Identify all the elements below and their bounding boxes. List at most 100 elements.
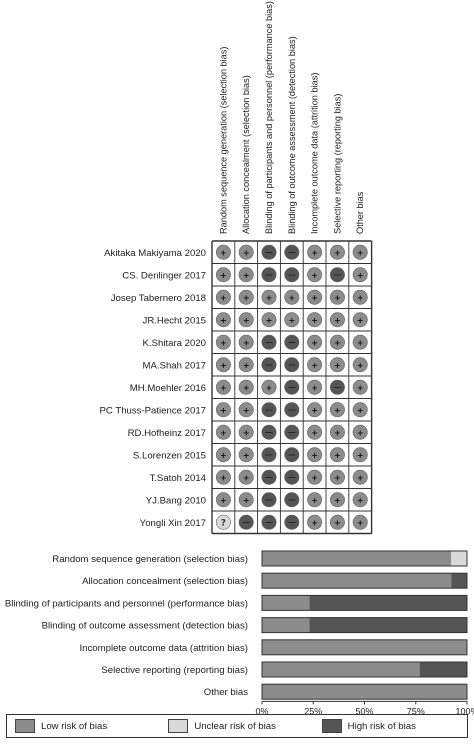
low-risk-plus-icon <box>352 469 368 485</box>
legend-swatch-unclear <box>168 719 189 733</box>
low-risk-plus-icon <box>284 312 300 328</box>
high-risk-minus-icon <box>284 424 300 440</box>
bar-segment <box>262 573 452 589</box>
rating-symbol: + <box>311 293 318 302</box>
rating-symbol: ? <box>221 518 226 528</box>
x-tick-label: 75% <box>407 706 425 716</box>
high-risk-minus-icon <box>261 424 277 440</box>
legend-item-low: Low risk of bias <box>7 719 160 733</box>
high-risk-minus-icon <box>284 334 300 350</box>
column-header: Random sequence generation (selection bi… <box>218 47 228 234</box>
rating-symbol: − <box>287 336 296 349</box>
low-risk-plus-icon <box>238 492 254 508</box>
rating-symbol: − <box>287 471 296 484</box>
low-risk-plus-icon <box>307 267 323 283</box>
high-risk-minus-icon <box>261 469 277 485</box>
study-label: Josep Tabernero 2018 <box>111 293 206 304</box>
low-risk-plus-icon <box>352 267 368 283</box>
low-risk-plus-icon <box>352 312 368 328</box>
low-risk-plus-icon <box>352 289 368 305</box>
rating-symbol: + <box>220 248 227 257</box>
bar-category-label: Incomplete outcome data (attrition bias) <box>79 643 248 654</box>
study-label: CS. Denlinger 2017 <box>122 270 206 281</box>
low-risk-plus-icon <box>238 402 254 418</box>
low-risk-plus-icon <box>215 267 231 283</box>
low-risk-plus-icon <box>261 312 277 328</box>
rating-symbol: + <box>243 451 250 460</box>
study-label: T.Satoh 2014 <box>149 473 206 484</box>
rating-symbol: + <box>334 248 341 257</box>
risk-of-bias-summary-table: Random sequence generation (selection bi… <box>100 1 373 535</box>
rating-symbol: + <box>311 316 318 325</box>
bar-segment <box>419 662 467 677</box>
rating-symbol: + <box>288 316 295 325</box>
low-risk-plus-icon <box>329 447 345 463</box>
bar-category-label: Other bias <box>204 687 248 698</box>
bar-outline <box>261 661 468 678</box>
bar-segment <box>309 595 467 611</box>
low-risk-plus-icon <box>352 379 368 395</box>
bar-segment <box>262 595 310 611</box>
rating-symbol: + <box>357 383 364 392</box>
high-risk-minus-icon <box>261 447 277 463</box>
rating-symbol: + <box>220 361 227 370</box>
low-risk-plus-icon <box>307 334 323 350</box>
rating-symbol: + <box>334 518 341 527</box>
legend-item-unclear: Unclear risk of bias <box>160 719 313 733</box>
high-risk-minus-icon <box>284 402 300 418</box>
low-risk-plus-icon <box>238 379 254 395</box>
low-risk-plus-icon <box>329 289 345 305</box>
rating-symbol: + <box>220 271 227 280</box>
rating-symbol: + <box>357 316 364 325</box>
low-risk-plus-icon <box>352 424 368 440</box>
rating-symbol: + <box>266 383 273 392</box>
rating-symbol: + <box>266 316 273 325</box>
bar-segment <box>309 617 467 633</box>
rating-symbol: − <box>264 426 273 439</box>
bar-category-label: Allocation concealment (selection bias) <box>82 576 248 587</box>
high-risk-minus-icon <box>238 514 254 530</box>
low-risk-plus-icon <box>215 424 231 440</box>
low-risk-plus-icon <box>307 289 323 305</box>
x-tick-label: 0% <box>255 706 268 716</box>
low-risk-plus-icon <box>215 469 231 485</box>
legend-label-low: Low risk of bias <box>41 720 108 732</box>
rating-symbol: + <box>220 316 227 325</box>
rating-symbol: − <box>264 471 273 484</box>
low-risk-plus-icon <box>352 514 368 530</box>
low-risk-plus-icon <box>352 244 368 260</box>
rating-symbol: − <box>287 426 296 439</box>
rating-symbol: + <box>243 473 250 482</box>
rating-symbol: − <box>264 516 273 529</box>
low-risk-plus-icon <box>329 334 345 350</box>
high-risk-minus-icon <box>284 447 300 463</box>
rating-symbol: + <box>357 473 364 482</box>
low-risk-plus-icon <box>238 244 254 260</box>
high-risk-minus-icon <box>261 334 277 350</box>
rating-symbol: + <box>311 271 318 280</box>
low-risk-plus-icon <box>307 244 323 260</box>
rating-symbol: + <box>243 496 250 505</box>
rating-symbol: + <box>334 316 341 325</box>
low-risk-plus-icon <box>307 514 323 530</box>
rating-symbol: + <box>311 518 318 527</box>
low-risk-plus-icon <box>215 379 231 395</box>
rating-symbol: + <box>288 293 295 302</box>
rating-symbol: + <box>311 406 318 415</box>
bar-segment <box>262 551 452 566</box>
bar-segment <box>262 639 467 655</box>
low-risk-plus-icon <box>261 289 277 305</box>
rating-symbol: − <box>264 494 273 507</box>
bar-outline <box>261 594 468 611</box>
low-risk-plus-icon <box>329 357 345 373</box>
rating-symbol: + <box>311 248 318 257</box>
low-risk-plus-icon <box>352 447 368 463</box>
legend-label-high: High risk of bias <box>347 720 416 732</box>
rating-symbol: + <box>243 248 250 257</box>
bar-category-label: Blinding of participants and personnel (… <box>5 598 248 609</box>
high-risk-minus-icon <box>261 267 277 283</box>
rating-symbol: + <box>311 473 318 482</box>
high-risk-minus-icon <box>261 402 277 418</box>
rating-symbol: + <box>266 293 273 302</box>
low-risk-plus-icon <box>329 514 345 530</box>
